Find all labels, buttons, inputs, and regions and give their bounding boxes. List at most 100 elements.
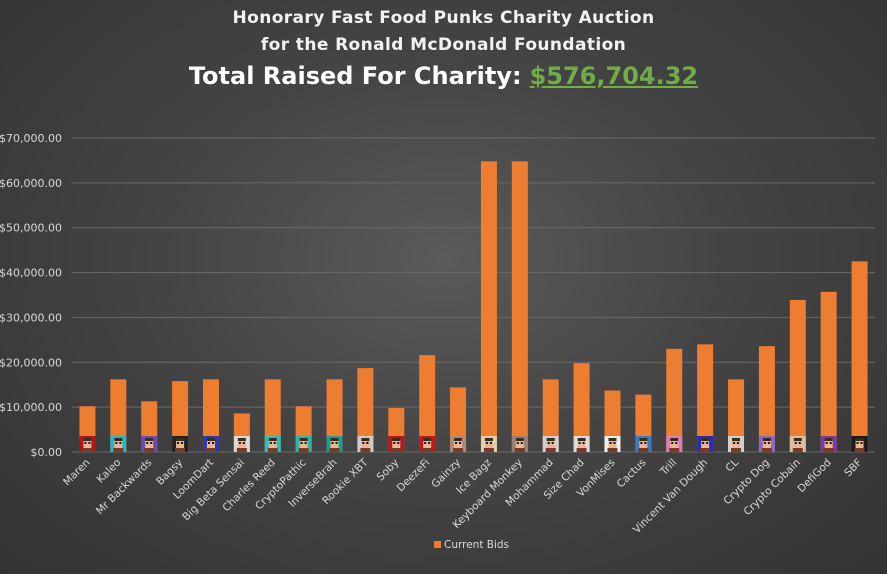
bar <box>666 348 683 452</box>
avatar-shirt <box>483 448 494 452</box>
bar <box>789 299 806 452</box>
avatar-eye <box>84 442 87 444</box>
y-tick-label: $20,000.00 <box>0 356 62 369</box>
avatar-face <box>145 439 154 448</box>
x-tick-label: Trill <box>657 457 679 479</box>
avatar-eye <box>829 442 832 444</box>
punk-avatar-icon <box>202 436 219 452</box>
avatar-hair <box>83 438 92 441</box>
avatar-eye <box>520 442 523 444</box>
bar <box>758 346 775 452</box>
punk-avatar-icon <box>110 436 127 452</box>
total-raised-amount[interactable]: $576,704.32 <box>529 62 699 90</box>
bar <box>110 379 127 452</box>
punk-avatar-icon <box>542 436 559 452</box>
avatar-eye <box>177 442 180 444</box>
avatar-face <box>299 439 308 448</box>
avatar-eye <box>860 442 863 444</box>
y-tick-label: $40,000.00 <box>0 267 62 280</box>
avatar-shirt <box>823 448 834 452</box>
avatar-face <box>361 439 370 448</box>
avatar-eye <box>181 442 184 444</box>
punk-avatar-icon <box>789 436 806 452</box>
avatar-eye <box>582 442 585 444</box>
avatar-hair <box>762 438 771 441</box>
avatar-eye <box>578 442 581 444</box>
avatar-eye <box>706 442 709 444</box>
punk-avatar-icon <box>604 436 621 452</box>
avatar-shirt <box>514 448 525 452</box>
bar <box>728 379 745 452</box>
avatar-eye <box>150 442 153 444</box>
avatar-face <box>114 439 123 448</box>
x-tick-label: SBF <box>842 457 865 480</box>
avatar-shirt <box>113 448 124 452</box>
avatar-face <box>793 439 802 448</box>
x-tick-label: DefiGod <box>795 457 833 495</box>
avatar-hair <box>793 438 802 441</box>
avatar-eye <box>489 442 492 444</box>
avatar-hair <box>608 438 617 441</box>
punk-avatar-icon <box>758 436 775 452</box>
avatar-hair <box>145 438 154 441</box>
avatar-shirt <box>607 448 618 452</box>
avatar-eye <box>393 442 396 444</box>
avatar-face <box>608 439 617 448</box>
bar <box>851 261 868 452</box>
x-tick-label: Mr Backwards <box>94 457 154 517</box>
avatar-eye <box>273 442 276 444</box>
y-tick-label: $30,000.00 <box>0 311 62 324</box>
x-tick-label: Soby <box>375 457 402 484</box>
avatar-shirt <box>82 448 93 452</box>
bar <box>172 381 189 452</box>
avatar-shirt <box>422 448 433 452</box>
avatar-eye <box>424 442 427 444</box>
avatar-eye <box>763 442 766 444</box>
x-tick-label: Crypto Cobain <box>742 457 803 518</box>
avatar-eye <box>733 442 736 444</box>
bars <box>79 161 868 452</box>
avatar-shirt <box>576 448 587 452</box>
avatar-shirt <box>792 448 803 452</box>
y-tick-label: $70,000.00 <box>0 132 62 145</box>
bar <box>697 344 714 452</box>
avatar-hair <box>206 438 215 441</box>
bar <box>573 363 590 452</box>
punk-avatar-icon <box>820 436 837 452</box>
y-tick-label: $60,000.00 <box>0 177 62 190</box>
punk-avatar-icon <box>450 436 467 452</box>
avatar-face <box>701 439 710 448</box>
avatar-shirt <box>700 448 711 452</box>
avatar-eye <box>238 442 241 444</box>
avatar-shirt <box>391 448 402 452</box>
avatar-eye <box>516 442 519 444</box>
avatar-eye <box>675 442 678 444</box>
avatar-shirt <box>669 448 680 452</box>
total-raised: Total Raised For Charity: $576,704.32 <box>0 62 887 90</box>
punk-avatar-icon <box>172 436 189 452</box>
punk-avatar-icon <box>666 436 683 452</box>
avatar-hair <box>701 438 710 441</box>
punk-avatar-icon <box>357 436 374 452</box>
punk-avatar-icon <box>264 436 281 452</box>
avatar-hair <box>176 438 185 441</box>
avatar-face <box>762 439 771 448</box>
x-tick-label: Cactus <box>615 457 649 491</box>
avatar-hair <box>237 438 246 441</box>
avatar-hair <box>114 438 123 441</box>
chart-title-line-2: for the Ronald McDonald Foundation <box>260 35 627 55</box>
avatar-eye <box>551 442 554 444</box>
avatar-face <box>546 439 555 448</box>
avatar-hair <box>268 438 277 441</box>
avatar-face <box>423 439 432 448</box>
avatar-face <box>670 439 679 448</box>
avatar-eye <box>671 442 674 444</box>
avatar-shirt <box>267 448 278 452</box>
gridlines <box>72 137 875 453</box>
punk-avatar-icon <box>511 436 528 452</box>
avatar-face <box>237 439 246 448</box>
avatar-hair <box>392 438 401 441</box>
y-tick-label: $10,000.00 <box>0 401 62 414</box>
avatar-shirt <box>545 448 556 452</box>
